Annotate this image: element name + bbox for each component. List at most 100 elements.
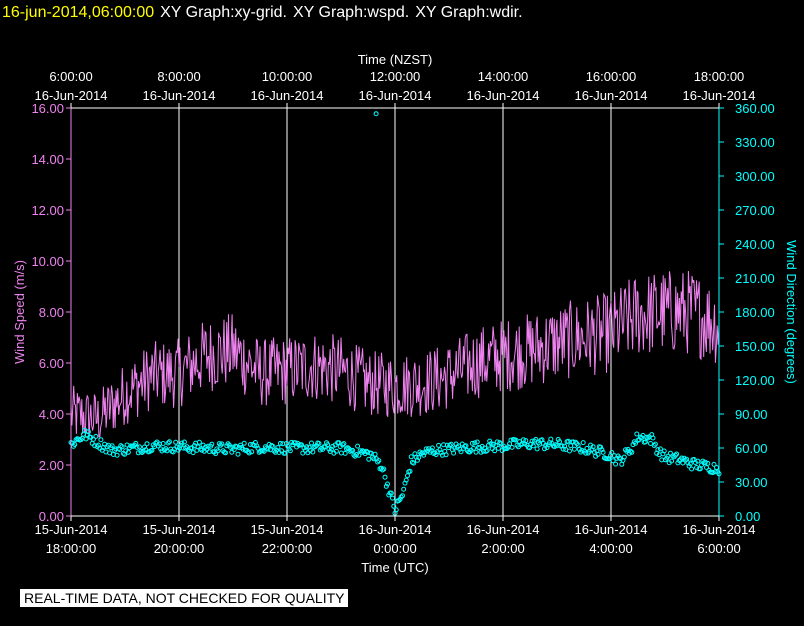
wind-direction-point: [98, 437, 104, 443]
wind-direction-point: [669, 458, 675, 464]
wind-direction-point: [165, 440, 171, 446]
wind-speed-series: [70, 270, 720, 440]
wind-direction-point: [397, 497, 403, 502]
wind-direction-point: [173, 439, 179, 445]
wind-direction-point: [287, 448, 293, 454]
wind-direction-point: [393, 507, 399, 513]
wind-direction-point: [356, 452, 362, 458]
x-bottom-tick-date: 15-Jun-2014: [35, 522, 108, 537]
y-right-tick-label: 120.00: [735, 373, 775, 388]
x-top-tick-time: 14:00:00: [478, 69, 529, 84]
wind-direction-point: [398, 494, 404, 500]
wind-direction-point: [292, 440, 298, 446]
wind-direction-point: [228, 444, 233, 450]
wind-direction-point: [119, 444, 125, 450]
wind-direction-point: [463, 443, 469, 449]
wind-direction-point: [271, 448, 277, 454]
wind-direction-point: [443, 452, 449, 458]
wind-direction-point: [353, 452, 359, 457]
wind-direction-point: [530, 443, 536, 449]
y-right-tick-label: 90.00: [735, 407, 768, 422]
left-axis-title: Wind Speed (m/s): [12, 260, 27, 364]
wind-direction-point: [160, 441, 166, 446]
x-bottom-tick-date: 16-Jun-2014: [359, 522, 432, 537]
x-bottom-tick-date: 16-Jun-2014: [575, 522, 648, 537]
wind-direction-point: [411, 460, 417, 466]
wind-direction-point: [473, 449, 479, 455]
wind-direction-point: [175, 447, 181, 453]
wind-direction-point: [400, 493, 405, 499]
wind-direction-point: [265, 446, 271, 452]
wind-direction-point: [342, 450, 348, 456]
graph-name-3: XY Graph:wdir.: [415, 4, 523, 21]
y-left-tick-label: 16.00: [31, 101, 64, 116]
graph-name-2: XY Graph:wspd.: [293, 4, 410, 21]
wind-direction-point: [714, 465, 719, 470]
wind-direction-point: [249, 449, 255, 455]
wind-direction-point: [702, 459, 708, 465]
wind-direction-point: [388, 490, 394, 496]
wind-direction-point: [371, 456, 377, 462]
wind-direction-point: [134, 444, 140, 450]
x-top-tick-date: 16-Jun-2014: [683, 88, 756, 103]
y-right-tick-label: 300.00: [735, 169, 775, 184]
quality-disclaimer: REAL-TIME DATA, NOT CHECKED FOR QUALITY: [20, 589, 349, 607]
wind-direction-point: [125, 449, 131, 455]
wind-direction-point: [621, 454, 627, 460]
wind-direction-point: [712, 469, 718, 475]
wind-direction-point: [170, 449, 176, 455]
y-right-tick-label: 330.00: [735, 135, 775, 150]
y-left-tick-label: 2.00: [39, 458, 64, 473]
wind-direction-point: [661, 448, 667, 454]
wind-speed-trace: [70, 270, 720, 440]
y-left-tick-label: 10.00: [31, 254, 64, 269]
wind-direction-point: [600, 449, 606, 455]
wind-direction-point: [93, 433, 99, 439]
wind-direction-point: [284, 441, 290, 446]
wind-direction-point: [261, 448, 267, 454]
wind-direction-point: [219, 441, 225, 447]
wind-direction-point: [488, 441, 494, 447]
wind-direction-point: [571, 446, 577, 452]
wind-direction-point: [179, 440, 185, 446]
wind-direction-point: [382, 474, 388, 480]
wind-direction-point: [633, 440, 638, 446]
wind-direction-point: [652, 441, 658, 447]
wind-direction-point: [355, 443, 361, 449]
y-left-tick-label: 12.00: [31, 203, 64, 218]
wind-direction-point: [567, 448, 572, 454]
wind-direction-point: [408, 454, 414, 460]
wind-direction-point: [630, 442, 636, 448]
wind-direction-point: [199, 447, 205, 453]
wind-direction-point: [78, 437, 84, 443]
wind-direction-point: [576, 446, 582, 452]
wind-direction-point: [580, 440, 586, 446]
x-top-tick-time: 8:00:00: [157, 69, 200, 84]
wind-direction-point: [675, 460, 681, 466]
wind-direction-point: [196, 439, 202, 445]
wind-direction-point: [401, 486, 407, 492]
top-axis-title: Time (NZST): [358, 52, 433, 67]
x-top-tick-date: 16-Jun-2014: [251, 88, 324, 103]
wind-direction-point: [695, 458, 701, 464]
wind-direction-point: [500, 443, 506, 449]
timestamp-label: 16-jun-2014,06:00:00: [2, 4, 155, 21]
wind-direction-point: [407, 468, 413, 474]
wind-direction-point: [670, 453, 676, 459]
wind-direction-point: [255, 445, 261, 451]
x-bottom-tick-date: 15-Jun-2014: [251, 522, 324, 537]
wind-direction-point: [333, 448, 339, 454]
wind-direction-point: [590, 444, 596, 450]
wind-direction-point: [300, 450, 306, 456]
wind-direction-point: [705, 460, 711, 466]
wind-direction-point: [325, 442, 331, 448]
wind-direction-point: [710, 470, 716, 476]
wind-direction-point: [598, 444, 604, 450]
wind-direction-point: [689, 466, 695, 472]
x-bottom-tick-time: 0:00:00: [373, 541, 416, 556]
wind-direction-point: [534, 446, 540, 452]
wind-direction-point: [351, 452, 357, 458]
wind-direction-point: [672, 452, 678, 458]
y-left-tick-label: 14.00: [31, 152, 64, 167]
